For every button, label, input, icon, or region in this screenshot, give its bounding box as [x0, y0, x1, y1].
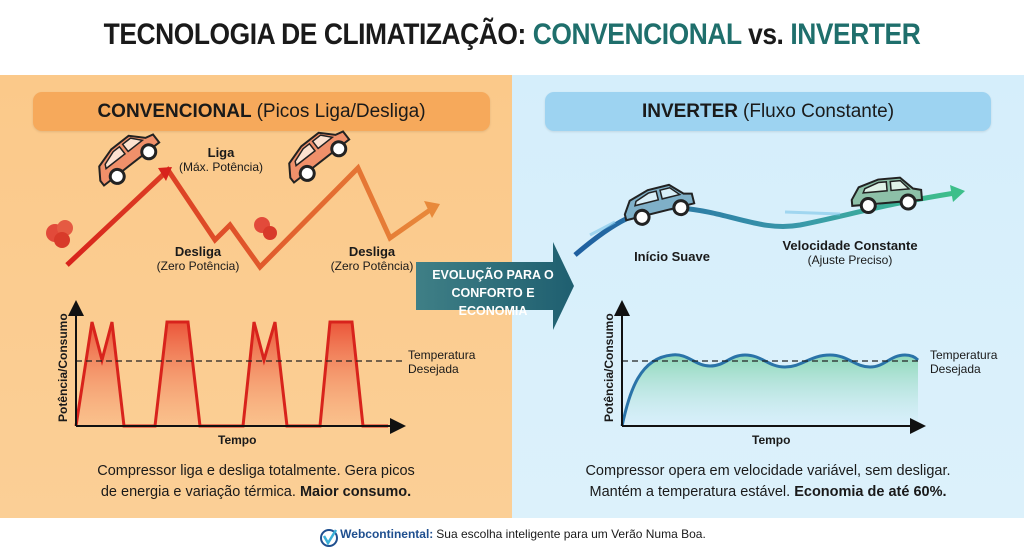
page-title: TECNOLOGIA DE CLIMATIZAÇÃO: CONVENCIONAL…	[61, 18, 962, 52]
inicio-suave-label: Início Suave	[634, 249, 710, 264]
conventional-header-sub: (Picos Liga/Desliga)	[256, 100, 426, 122]
on-off-zigzag-arrow	[65, 163, 440, 271]
car-icon	[98, 133, 161, 187]
left-x-axis-label: Tempo	[218, 433, 257, 447]
right-desired-temp-label: Temperatura Desejada	[930, 348, 998, 376]
velocidade-constante-label: Velocidade Constante (Ajuste Preciso)	[782, 238, 918, 268]
exhaust-smoke-icon	[254, 217, 277, 240]
power-peaks-area	[76, 322, 363, 426]
car-icon	[288, 130, 351, 184]
right-x-axis-label: Tempo	[752, 433, 791, 447]
car-icon	[623, 183, 696, 226]
webcontinental-logo-icon	[320, 529, 338, 547]
desliga-label-2: Desliga (Zero Potência)	[330, 244, 414, 274]
inverter-power-chart	[614, 300, 926, 434]
conventional-header-bold: CONVENCIONAL	[97, 100, 252, 122]
title-part1: TECNOLOGIA DE CLIMATIZAÇÃO:	[103, 18, 527, 51]
footer-tagline: Webcontinental: Sua escolha inteligente …	[0, 527, 1024, 541]
inverter-header-bold: INVERTER	[641, 100, 739, 122]
conventional-power-chart	[68, 300, 406, 434]
evolution-arrow	[416, 242, 574, 330]
title-conventional: CONVENCIONAL	[532, 18, 742, 51]
steady-power-area	[622, 354, 918, 426]
desliga-label-1: Desliga (Zero Potência)	[156, 244, 240, 274]
inverter-panel	[512, 75, 1024, 518]
car-icon	[850, 176, 924, 215]
inverter-description: Compressor opera em velocidade variável,…	[585, 463, 951, 500]
footer-brand: Webcontinental:	[340, 527, 434, 541]
conventional-description: Compressor liga e desliga totalmente. Ge…	[97, 463, 415, 500]
evolution-arrow-text: EVOLUÇÃO PARA O CONFORTO E ECONOMIA	[432, 268, 554, 318]
footer-text: Sua escolha inteligente para um Verão Nu…	[436, 527, 706, 541]
left-desired-temp-label: Temperatura Desejada	[408, 348, 476, 376]
title-vs: vs.	[748, 18, 784, 51]
steady-power-line	[620, 353, 920, 427]
title-inverter: INVERTER	[790, 18, 921, 51]
inverter-header: INVERTER (Fluxo Constante)	[545, 92, 991, 131]
right-y-axis-label: Potência/Consumo	[602, 313, 616, 422]
liga-label: Liga (Máx. Potência)	[178, 145, 264, 175]
inverter-header-sub: (Fluxo Constante)	[743, 100, 895, 122]
left-y-axis-label: Potência/Consumo	[56, 313, 70, 422]
conventional-header: CONVENCIONAL (Picos Liga/Desliga)	[33, 92, 490, 131]
exhaust-smoke-icon	[46, 220, 73, 248]
